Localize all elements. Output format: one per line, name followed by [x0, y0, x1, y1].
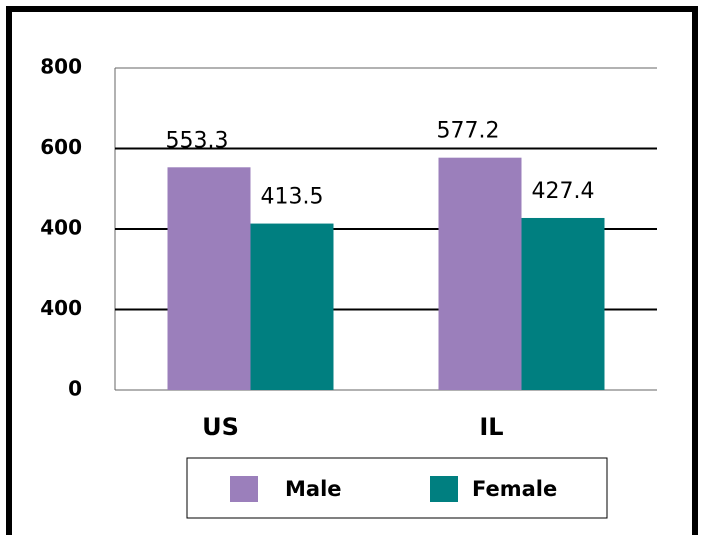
bar	[438, 157, 522, 390]
bar	[250, 223, 334, 390]
y-tick-label: 400	[40, 216, 82, 240]
frame	[6, 6, 698, 539]
y-tick-label: 400	[40, 296, 82, 320]
legend-label: Female	[472, 477, 557, 501]
y-tick-label: 800	[40, 55, 82, 79]
bar	[167, 167, 251, 390]
data-label: 427.4	[532, 179, 595, 204]
legend-swatch	[430, 476, 458, 502]
y-tick-label: 0	[68, 377, 82, 401]
legend-swatch	[230, 476, 258, 502]
y-tick-label: 600	[40, 135, 82, 159]
data-label: 577.2	[437, 119, 500, 144]
bar	[521, 217, 605, 390]
data-label: 553.3	[166, 128, 229, 153]
legend-label: Male	[285, 477, 342, 501]
data-label: 413.5	[261, 185, 324, 210]
x-tick-label: US	[202, 413, 239, 441]
x-tick-label: IL	[479, 413, 503, 441]
